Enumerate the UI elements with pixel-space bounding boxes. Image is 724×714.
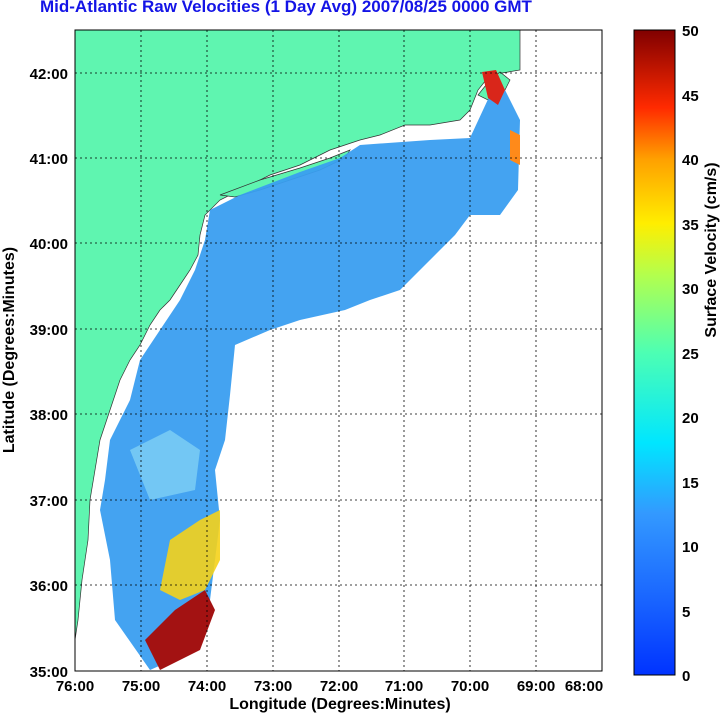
x-tick-label: 73:00 bbox=[254, 678, 292, 695]
colorbar-tick-label: 0 bbox=[682, 668, 690, 685]
y-tick-label: 42:00 bbox=[30, 66, 68, 83]
colorbar-ticks: 0 5 10 15 20 25 30 35 40 45 50 bbox=[682, 23, 699, 685]
y-tick-label: 39:00 bbox=[30, 322, 68, 339]
land bbox=[75, 30, 521, 641]
velocity-hotspot-north bbox=[482, 70, 505, 105]
x-tick-label: 75:00 bbox=[122, 678, 160, 695]
x-tick-label: 74:00 bbox=[188, 678, 226, 695]
colorbar-tick-label: 5 bbox=[682, 604, 690, 621]
x-tick-label: 72:00 bbox=[320, 678, 358, 695]
colorbar bbox=[633, 29, 676, 676]
colorbar-tick-label: 50 bbox=[682, 23, 699, 40]
velocity-hotspot-yellow bbox=[160, 510, 220, 600]
y-tick-label: 37:00 bbox=[30, 493, 68, 510]
x-tick-label: 68:00 bbox=[565, 678, 603, 695]
y-tick-label: 35:00 bbox=[30, 664, 68, 681]
x-tick-label: 70:00 bbox=[451, 678, 489, 695]
colorbar-tick-label: 20 bbox=[682, 410, 699, 427]
colorbar-tick-label: 10 bbox=[682, 539, 699, 556]
colorbar-label: Surface Velocity (cm/s) bbox=[703, 162, 720, 337]
map-title: Mid-Atlantic Raw Velocities (1 Day Avg) … bbox=[40, 0, 532, 16]
x-tick-label: 71:00 bbox=[385, 678, 423, 695]
y-ticks: 42:00 41:00 40:00 39:00 38:00 37:00 36:0… bbox=[30, 66, 68, 681]
grid bbox=[75, 30, 602, 671]
y-tick-label: 38:00 bbox=[30, 407, 68, 424]
colorbar-tick-label: 25 bbox=[682, 346, 699, 363]
colorbar-tick-label: 45 bbox=[682, 88, 699, 105]
colorbar-tick-label: 35 bbox=[682, 217, 699, 234]
colorbar-tick-label: 15 bbox=[682, 475, 699, 492]
y-axis-label: Latitude (Degrees:Minutes) bbox=[1, 247, 18, 453]
x-axis-label: Longitude (Degrees:Minutes) bbox=[229, 696, 450, 713]
x-tick-label: 76:00 bbox=[56, 678, 94, 695]
y-tick-label: 41:00 bbox=[30, 151, 68, 168]
y-tick-label: 36:00 bbox=[30, 578, 68, 595]
y-tick-label: 40:00 bbox=[30, 236, 68, 253]
velocity-hotspot-ne bbox=[510, 130, 520, 165]
velocity-hotspot-south bbox=[145, 590, 215, 670]
x-tick-label: 69:00 bbox=[517, 678, 555, 695]
velocity-light-patch bbox=[130, 430, 200, 500]
x-ticks: 76:00 75:00 74:00 73:00 72:00 71:00 70:0… bbox=[56, 678, 603, 695]
colorbar-tick-label: 40 bbox=[682, 152, 699, 169]
plot-frame bbox=[74, 29, 603, 672]
colorbar-tick-label: 30 bbox=[682, 281, 699, 298]
